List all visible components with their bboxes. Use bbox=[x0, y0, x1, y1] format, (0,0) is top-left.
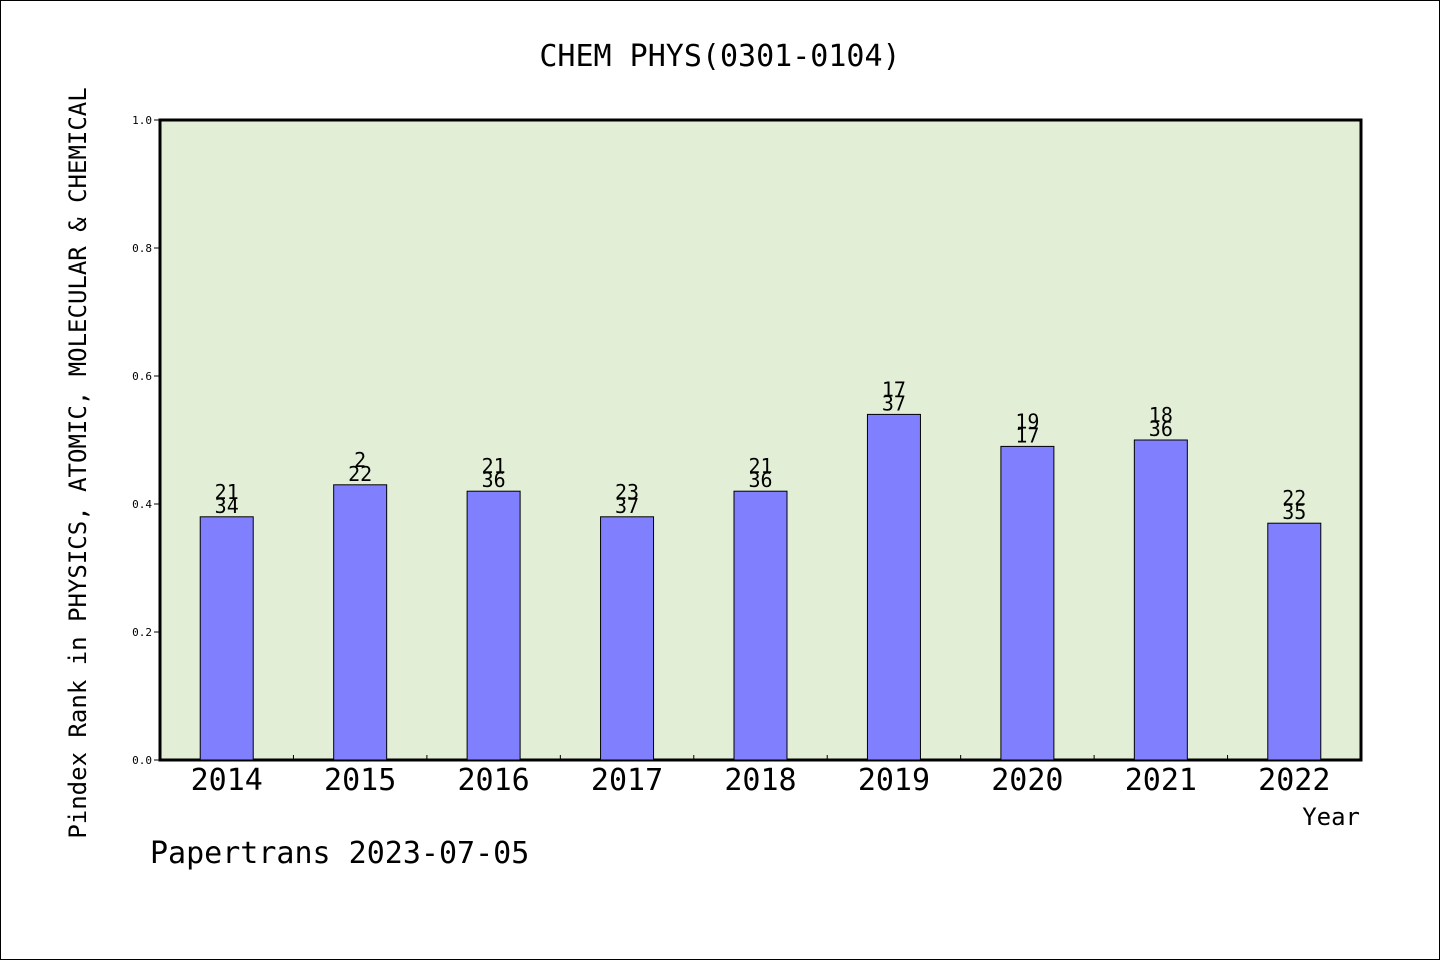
y-tick-label: 0.2 bbox=[132, 626, 152, 639]
bar-label-top: 17 bbox=[882, 377, 906, 401]
x-tick-label: 2020 bbox=[991, 763, 1063, 798]
x-axis: 2014 2015 2016 2017 2018 2019 2020 2021 2022 bbox=[191, 755, 1330, 798]
x-tick-label: 2019 bbox=[858, 763, 930, 798]
bar-2017 bbox=[600, 516, 655, 761]
bar-label-top: 23 bbox=[615, 480, 639, 504]
bar-label-bottom: 37 bbox=[615, 494, 639, 518]
x-tick-label: 2018 bbox=[724, 763, 796, 798]
bar-label-bottom: 35 bbox=[1282, 500, 1306, 524]
footer-credit: Papertrans 2023-07-05 bbox=[150, 836, 529, 871]
y-tick-label: 0.8 bbox=[132, 242, 152, 255]
bar-series bbox=[199, 413, 1322, 761]
bar-label-bottom: 36 bbox=[748, 468, 772, 492]
bar-label-top: 21 bbox=[215, 480, 239, 504]
x-tick-label: 2022 bbox=[1258, 763, 1330, 798]
chart-title: CHEM PHYS(0301-0104) bbox=[539, 39, 900, 74]
bar-2021 bbox=[1133, 439, 1188, 761]
y-tick-label: 0.4 bbox=[132, 498, 152, 511]
bar-label-bottom: 36 bbox=[482, 468, 506, 492]
y-axis-label: Pindex Rank in PHYSICS, ATOMIC, MOLECULA… bbox=[64, 87, 92, 838]
bar-label-bottom: 37 bbox=[882, 391, 906, 415]
bar-label-bottom: 34 bbox=[215, 494, 239, 518]
x-tick-label: 2014 bbox=[191, 763, 263, 798]
bar-2018 bbox=[733, 490, 788, 761]
x-tick-label: 2021 bbox=[1125, 763, 1197, 798]
bar-2016 bbox=[466, 490, 521, 761]
bar-label-bottom: 17 bbox=[1015, 423, 1039, 447]
y-tick-label: 0.0 bbox=[132, 754, 152, 767]
bar-label-bottom: 36 bbox=[1149, 417, 1173, 441]
x-tick-label: 2016 bbox=[457, 763, 529, 798]
bar-2020 bbox=[1000, 445, 1055, 761]
y-tick-label: 1.0 bbox=[132, 114, 152, 127]
y-axis: 0.0 0.2 0.4 0.6 0.8 1.0 bbox=[132, 114, 160, 767]
bar-label-bottom: 22 bbox=[348, 462, 372, 486]
x-tick-label: 2017 bbox=[591, 763, 663, 798]
bar-label-top: 22 bbox=[1282, 486, 1306, 510]
bar-2014 bbox=[199, 516, 254, 761]
bar-2015 bbox=[333, 484, 388, 761]
bar-label-top: 2 bbox=[354, 448, 366, 472]
bar-label-top: 19 bbox=[1015, 409, 1039, 433]
bar-label-top: 21 bbox=[482, 454, 506, 478]
x-tick-label: 2015 bbox=[324, 763, 396, 798]
bar-label-top: 21 bbox=[748, 454, 772, 478]
bar-label-top: 18 bbox=[1149, 403, 1173, 427]
bar-2022 bbox=[1267, 522, 1322, 761]
x-axis-label: Year bbox=[1302, 803, 1360, 831]
y-tick-label: 0.6 bbox=[132, 370, 152, 383]
bar-2019 bbox=[866, 413, 921, 761]
